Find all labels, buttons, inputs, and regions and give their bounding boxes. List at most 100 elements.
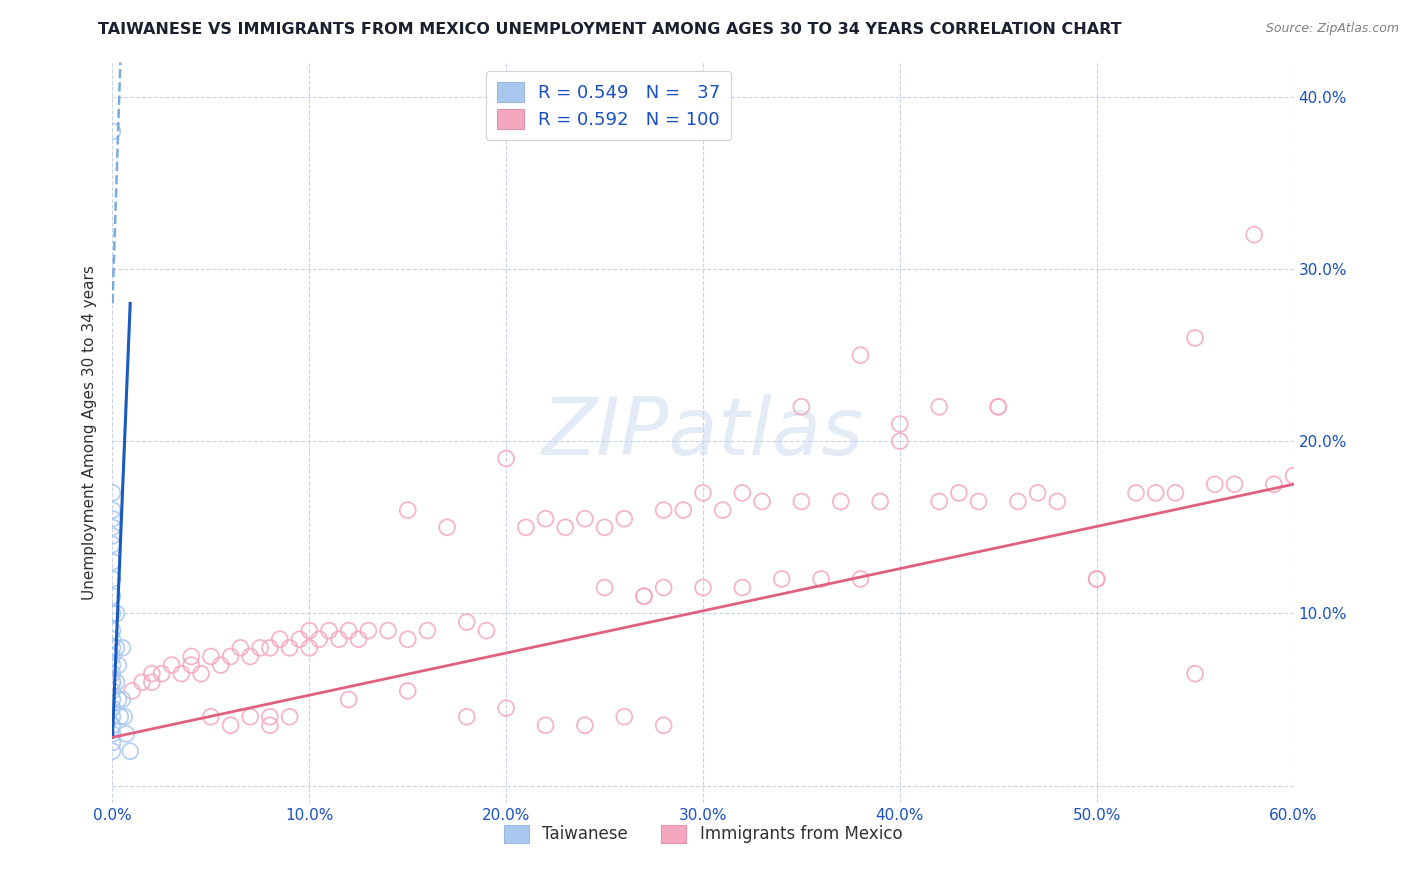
Point — [308, 632, 330, 647]
Point — [101, 520, 124, 534]
Point — [1223, 477, 1246, 491]
Point — [849, 348, 872, 362]
Point — [107, 692, 129, 706]
Point — [200, 649, 222, 664]
Point — [810, 572, 832, 586]
Point — [1125, 486, 1147, 500]
Point — [869, 494, 891, 508]
Point — [967, 494, 990, 508]
Point — [101, 649, 124, 664]
Point — [115, 727, 138, 741]
Point — [101, 692, 124, 706]
Point — [1085, 572, 1108, 586]
Point — [318, 624, 340, 638]
Y-axis label: Unemployment Among Ages 30 to 34 years: Unemployment Among Ages 30 to 34 years — [82, 265, 97, 600]
Point — [613, 512, 636, 526]
Point — [495, 451, 517, 466]
Legend: Taiwanese, Immigrants from Mexico: Taiwanese, Immigrants from Mexico — [498, 818, 908, 850]
Point — [101, 675, 124, 690]
Point — [239, 709, 262, 723]
Point — [830, 494, 852, 508]
Point — [101, 735, 124, 749]
Point — [672, 503, 695, 517]
Point — [219, 718, 242, 732]
Point — [790, 400, 813, 414]
Point — [652, 581, 675, 595]
Point — [101, 607, 124, 621]
Point — [101, 701, 124, 715]
Point — [633, 589, 655, 603]
Point — [534, 512, 557, 526]
Point — [554, 520, 576, 534]
Point — [770, 572, 793, 586]
Point — [101, 684, 124, 698]
Point — [987, 400, 1010, 414]
Point — [396, 503, 419, 517]
Point — [101, 640, 124, 655]
Point — [751, 494, 773, 508]
Point — [396, 684, 419, 698]
Point — [278, 640, 301, 655]
Point — [101, 718, 124, 732]
Point — [1243, 227, 1265, 242]
Point — [495, 701, 517, 715]
Point — [711, 503, 734, 517]
Point — [593, 520, 616, 534]
Point — [101, 572, 124, 586]
Point — [574, 512, 596, 526]
Point — [987, 400, 1010, 414]
Point — [190, 666, 212, 681]
Point — [1085, 572, 1108, 586]
Point — [928, 400, 950, 414]
Point — [416, 624, 439, 638]
Point — [101, 589, 124, 603]
Point — [574, 718, 596, 732]
Point — [337, 624, 360, 638]
Point — [692, 486, 714, 500]
Point — [1026, 486, 1049, 500]
Point — [229, 640, 252, 655]
Point — [101, 503, 124, 517]
Point — [259, 718, 281, 732]
Point — [269, 632, 291, 647]
Point — [298, 624, 321, 638]
Point — [475, 624, 498, 638]
Point — [170, 666, 193, 681]
Point — [515, 520, 537, 534]
Point — [259, 640, 281, 655]
Point — [790, 494, 813, 508]
Point — [180, 649, 202, 664]
Point — [101, 529, 124, 543]
Point — [111, 692, 134, 706]
Text: TAIWANESE VS IMMIGRANTS FROM MEXICO UNEMPLOYMENT AMONG AGES 30 TO 34 YEARS CORRE: TAIWANESE VS IMMIGRANTS FROM MEXICO UNEM… — [98, 22, 1122, 37]
Point — [239, 649, 262, 664]
Point — [111, 640, 134, 655]
Point — [328, 632, 350, 647]
Point — [101, 666, 124, 681]
Point — [357, 624, 380, 638]
Point — [107, 658, 129, 673]
Point — [1282, 468, 1305, 483]
Point — [396, 632, 419, 647]
Point — [1263, 477, 1285, 491]
Point — [347, 632, 370, 647]
Point — [101, 555, 124, 569]
Point — [105, 640, 128, 655]
Point — [948, 486, 970, 500]
Point — [633, 589, 655, 603]
Point — [101, 486, 124, 500]
Point — [456, 615, 478, 629]
Point — [849, 572, 872, 586]
Point — [219, 649, 242, 664]
Point — [436, 520, 458, 534]
Point — [692, 581, 714, 595]
Point — [889, 434, 911, 449]
Point — [652, 503, 675, 517]
Point — [101, 709, 124, 723]
Point — [1184, 666, 1206, 681]
Point — [150, 666, 173, 681]
Point — [889, 417, 911, 431]
Point — [731, 581, 754, 595]
Point — [101, 658, 124, 673]
Point — [200, 709, 222, 723]
